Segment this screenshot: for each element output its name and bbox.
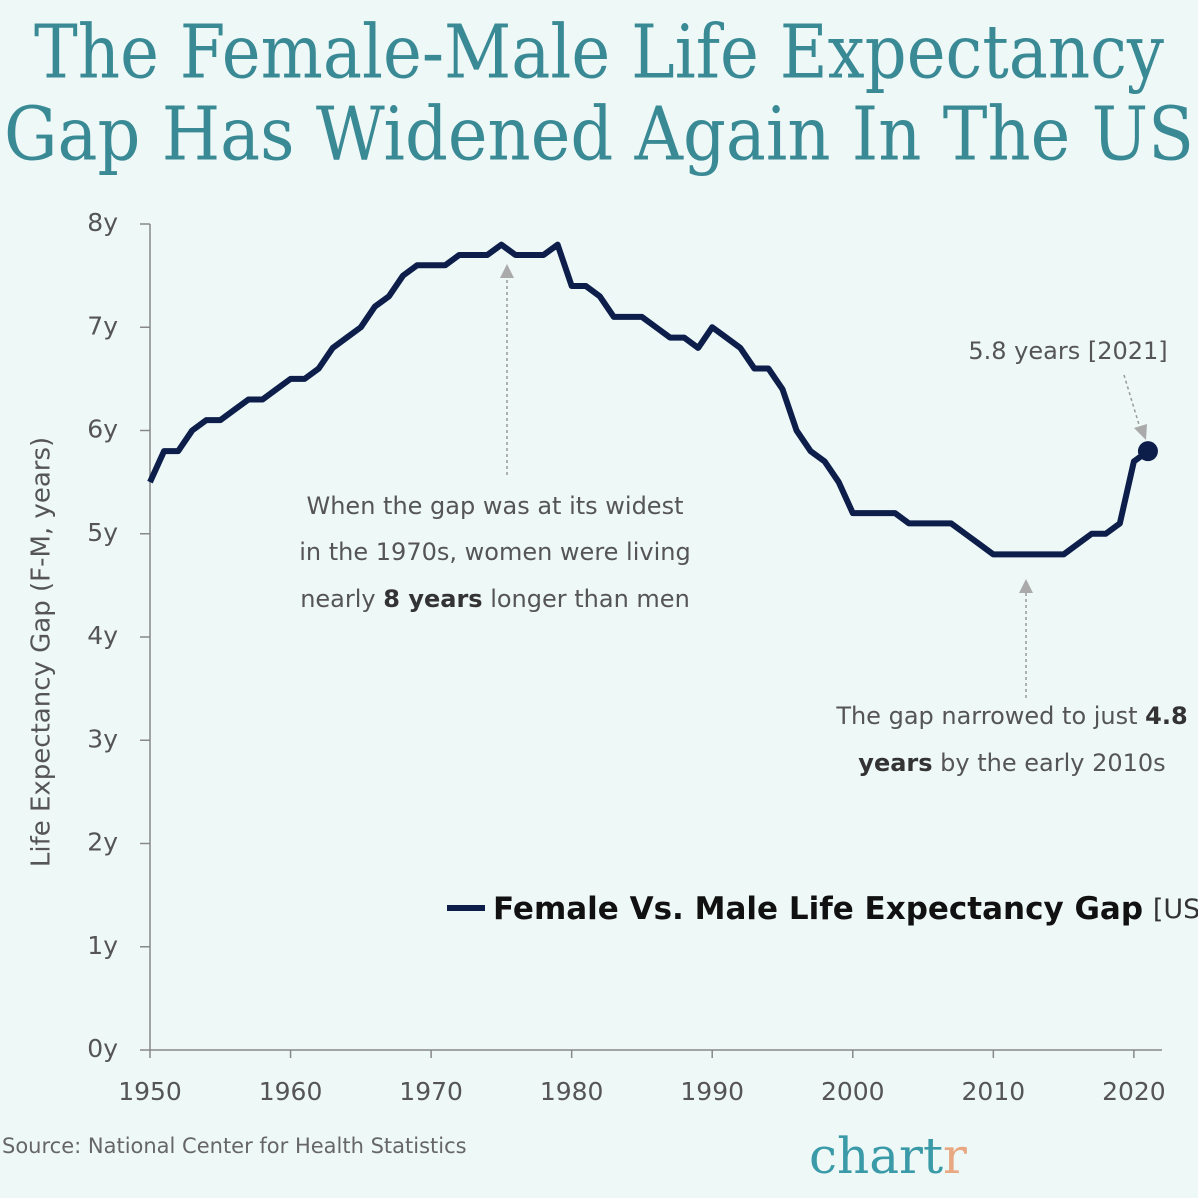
annotation: in the 1970s, women were living <box>299 538 690 566</box>
annotation: When the gap was at its widest <box>306 492 683 520</box>
annotation-part: longer than men <box>483 585 690 613</box>
legend-entry: Female Vs. Male Life Expectancy Gap [US] <box>493 891 1198 927</box>
y-tick-label: 5y <box>87 518 118 547</box>
x-tick-label: 2000 <box>821 1077 885 1106</box>
annotation-part: nearly <box>300 585 383 613</box>
logo-part: r <box>943 1127 967 1185</box>
y-tick-label: 6y <box>87 415 118 444</box>
legend-suffix: [US] <box>1153 894 1198 925</box>
x-tick-label: 1950 <box>118 1077 182 1106</box>
annotation: nearly 8 years longer than men <box>300 585 690 613</box>
y-tick-label: 7y <box>87 311 118 340</box>
chart-title: Gap Has Widened Again In The US <box>4 91 1194 177</box>
x-tick-label: 1970 <box>399 1077 463 1106</box>
annotation-part: by the early 2010s <box>933 749 1166 777</box>
arrow-head <box>1134 424 1147 440</box>
arrow-head <box>1019 579 1033 593</box>
arrow-head <box>500 264 514 278</box>
y-tick-label: 0y <box>87 1034 118 1063</box>
line <box>147 241 1150 558</box>
legend-name: Female Vs. Male Life Expectancy Gap <box>493 891 1143 927</box>
logo: chartr <box>809 1127 967 1185</box>
x-tick-label: 2020 <box>1102 1077 1166 1106</box>
annotation: years by the early 2010s <box>858 749 1165 777</box>
end-point <box>1137 441 1158 462</box>
source: Source: National Center for Health Stati… <box>2 1134 467 1158</box>
annotation: 5.8 years [2021] <box>968 337 1167 365</box>
y-tick-label: 8y <box>87 208 118 237</box>
x-tick-label: 1980 <box>540 1077 604 1106</box>
y-tick-label: 4y <box>87 621 118 650</box>
x-tick-label: 1990 <box>680 1077 744 1106</box>
annotation-part: years <box>858 749 932 777</box>
logo-part: chart <box>809 1127 943 1185</box>
annotation-part: When the gap was at its widest <box>306 492 683 520</box>
x-tick-label: 1960 <box>259 1077 323 1106</box>
x-tick-label: 2010 <box>962 1077 1026 1106</box>
chart-title: The Female-Male Life Expectancy <box>34 9 1164 95</box>
annotation-part: The gap narrowed to just <box>835 702 1145 730</box>
annotation-part: 5.8 years [2021] <box>968 337 1167 365</box>
y-axis-label: Life Expectancy Gap (F-M, years) <box>27 437 57 867</box>
annotation: The gap narrowed to just 4.8 <box>835 702 1187 730</box>
y-tick-label: 3y <box>87 724 118 753</box>
annotation-part: 8 years <box>383 585 482 613</box>
y-tick-label: 2y <box>87 828 118 857</box>
annotation-part: 4.8 <box>1145 702 1188 730</box>
annotation-part: in the 1970s, women were living <box>299 538 690 566</box>
y-tick-label: 1y <box>87 931 118 960</box>
